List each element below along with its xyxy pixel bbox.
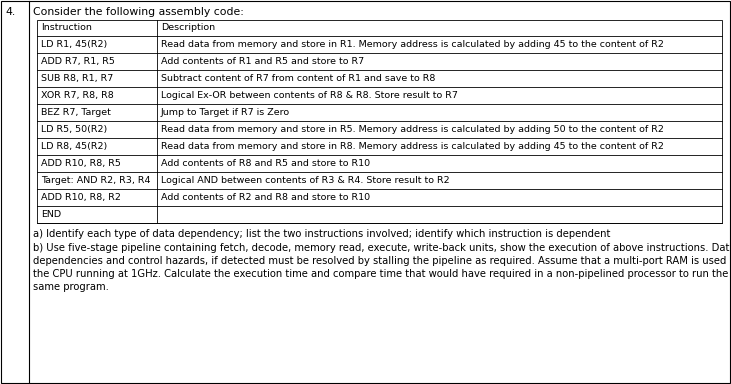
Text: Description: Description xyxy=(161,23,215,33)
Text: Read data from memory and store in R1. Memory address is calculated by adding 45: Read data from memory and store in R1. M… xyxy=(161,40,664,49)
Text: Read data from memory and store in R8. Memory address is calculated by adding 45: Read data from memory and store in R8. M… xyxy=(161,142,664,151)
Text: Read data from memory and store in R5. Memory address is calculated by adding 50: Read data from memory and store in R5. M… xyxy=(161,125,664,134)
Text: Target: AND R2, R3, R4: Target: AND R2, R3, R4 xyxy=(41,176,151,185)
Text: a) Identify each type of data dependency; list the two instructions involved; id: a) Identify each type of data dependency… xyxy=(33,229,610,239)
Text: LD R1, 45(R2): LD R1, 45(R2) xyxy=(41,40,107,49)
Text: dependencies and control hazards, if detected must be resolved by stalling the p: dependencies and control hazards, if det… xyxy=(33,256,731,266)
Text: Add contents of R8 and R5 and store to R10: Add contents of R8 and R5 and store to R… xyxy=(161,159,370,168)
Text: Logical Ex-OR between contents of R8 & R8. Store result to R7: Logical Ex-OR between contents of R8 & R… xyxy=(161,91,458,100)
Text: SUB R8, R1, R7: SUB R8, R1, R7 xyxy=(41,74,113,83)
Text: Subtract content of R7 from content of R1 and save to R8: Subtract content of R7 from content of R… xyxy=(161,74,436,83)
Text: Jump to Target if R7 is Zero: Jump to Target if R7 is Zero xyxy=(161,108,290,117)
Text: the CPU running at 1GHz. Calculate the execution time and compare time that woul: the CPU running at 1GHz. Calculate the e… xyxy=(33,269,728,279)
Text: Add contents of R1 and R5 and store to R7: Add contents of R1 and R5 and store to R… xyxy=(161,57,364,66)
Text: Add contents of R2 and R8 and store to R10: Add contents of R2 and R8 and store to R… xyxy=(161,193,370,202)
Text: b) Use five-stage pipeline containing fetch, decode, memory read, execute, write: b) Use five-stage pipeline containing fe… xyxy=(33,243,731,253)
Text: ADD R10, R8, R2: ADD R10, R8, R2 xyxy=(41,193,121,202)
Text: END: END xyxy=(41,210,61,219)
Text: Logical AND between contents of R3 & R4. Store result to R2: Logical AND between contents of R3 & R4.… xyxy=(161,176,450,185)
Text: LD R8, 45(R2): LD R8, 45(R2) xyxy=(41,142,107,151)
Text: BEZ R7, Target: BEZ R7, Target xyxy=(41,108,111,117)
Text: 4.: 4. xyxy=(5,7,15,17)
Text: LD R5, 50(R2): LD R5, 50(R2) xyxy=(41,125,107,134)
Text: ADD R10, R8, R5: ADD R10, R8, R5 xyxy=(41,159,121,168)
Text: ADD R7, R1, R5: ADD R7, R1, R5 xyxy=(41,57,115,66)
Text: Consider the following assembly code:: Consider the following assembly code: xyxy=(33,7,244,17)
Text: XOR R7, R8, R8: XOR R7, R8, R8 xyxy=(41,91,114,100)
Text: same program.: same program. xyxy=(33,282,109,292)
Bar xyxy=(37,20,722,223)
Text: Instruction: Instruction xyxy=(41,23,92,33)
